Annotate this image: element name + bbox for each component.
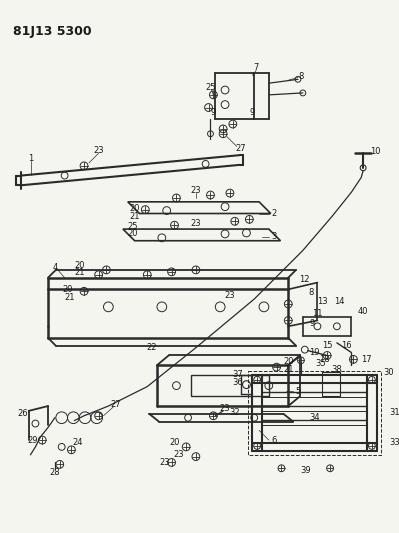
Bar — [191, 375, 269, 397]
Text: 11: 11 — [312, 309, 323, 318]
Text: 23: 23 — [225, 290, 235, 300]
Text: 28: 28 — [49, 467, 60, 477]
Text: 23: 23 — [173, 450, 184, 459]
Text: 23: 23 — [220, 405, 230, 414]
Text: 23: 23 — [160, 458, 170, 467]
Text: 17: 17 — [361, 355, 371, 364]
Text: 21: 21 — [74, 268, 85, 277]
Text: 23: 23 — [191, 185, 201, 195]
Text: 33: 33 — [389, 439, 399, 448]
Text: 20: 20 — [129, 204, 140, 213]
Text: 3: 3 — [271, 232, 277, 241]
Text: 8: 8 — [298, 72, 304, 81]
Text: 5: 5 — [295, 387, 300, 396]
Text: 27: 27 — [235, 144, 246, 153]
Text: 20: 20 — [74, 261, 85, 270]
Text: 7: 7 — [253, 63, 259, 72]
Text: 35: 35 — [315, 359, 326, 368]
Text: 16: 16 — [341, 341, 352, 350]
Text: 21: 21 — [283, 365, 294, 374]
Text: 20: 20 — [169, 439, 180, 448]
Text: 24: 24 — [72, 439, 83, 448]
Text: 9: 9 — [250, 108, 255, 117]
Text: 2: 2 — [271, 209, 276, 218]
Text: 12: 12 — [300, 275, 310, 284]
Text: 31: 31 — [389, 408, 399, 417]
Text: 25: 25 — [127, 222, 138, 231]
Text: 20: 20 — [283, 357, 294, 366]
Text: 23: 23 — [191, 219, 201, 228]
Text: 9: 9 — [211, 108, 216, 117]
Text: 18: 18 — [319, 355, 330, 364]
Text: 9: 9 — [310, 319, 315, 328]
Text: 30: 30 — [383, 368, 394, 376]
Text: 21: 21 — [129, 212, 140, 221]
Text: 38: 38 — [332, 365, 342, 374]
Text: 20: 20 — [127, 229, 138, 238]
Text: 29: 29 — [27, 435, 38, 445]
Text: 36: 36 — [232, 378, 243, 387]
Text: 10: 10 — [371, 147, 381, 156]
Text: 21: 21 — [64, 293, 75, 302]
Text: 13: 13 — [317, 297, 328, 306]
Text: 39: 39 — [300, 466, 311, 475]
Bar — [322, 372, 340, 397]
Text: 81J13 5300: 81J13 5300 — [13, 25, 92, 38]
Text: 40: 40 — [358, 307, 368, 316]
Text: 25: 25 — [205, 83, 216, 92]
Text: 22: 22 — [147, 343, 157, 352]
Text: 15: 15 — [322, 341, 332, 350]
Text: 23: 23 — [93, 146, 104, 155]
Text: 6: 6 — [271, 435, 277, 445]
Text: 8: 8 — [308, 288, 313, 297]
Text: 27: 27 — [111, 400, 121, 409]
Text: 32: 32 — [229, 408, 240, 417]
Text: 34: 34 — [309, 413, 320, 422]
Text: 19: 19 — [309, 348, 320, 357]
Bar — [249, 371, 381, 455]
Text: 4: 4 — [52, 263, 57, 272]
Text: 14: 14 — [334, 297, 345, 306]
Text: 20: 20 — [62, 285, 73, 294]
Text: 26: 26 — [18, 409, 28, 418]
Text: 1: 1 — [28, 154, 33, 163]
Text: 37: 37 — [232, 370, 243, 379]
